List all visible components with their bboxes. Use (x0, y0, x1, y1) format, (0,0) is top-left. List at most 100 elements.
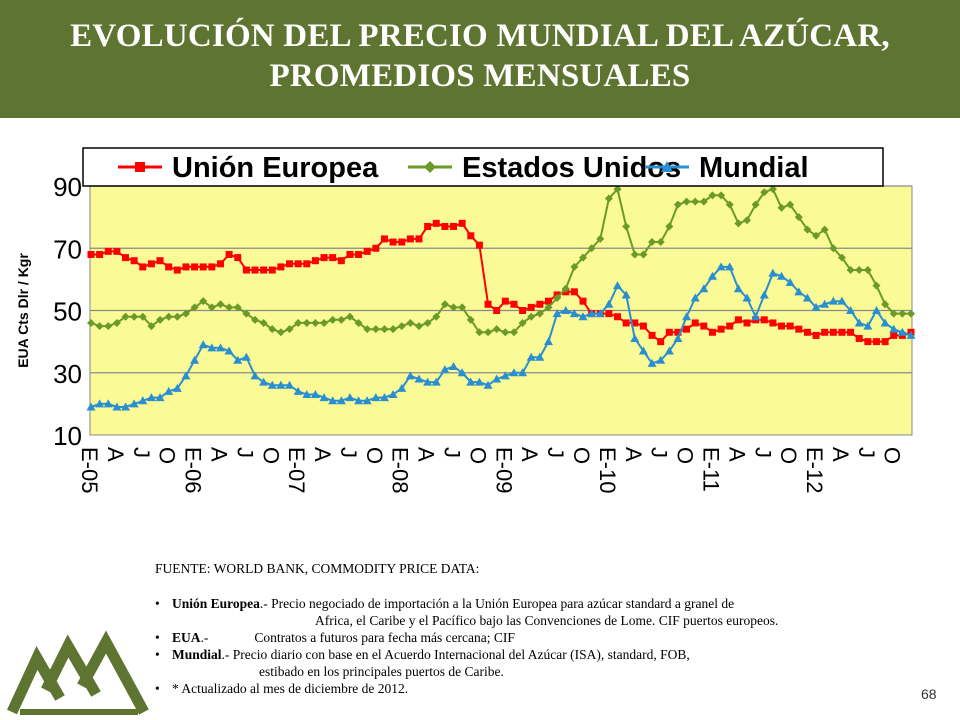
data-point (527, 303, 535, 311)
data-point (165, 263, 173, 271)
data-point (103, 399, 113, 408)
data-point (182, 263, 190, 271)
data-point (648, 331, 656, 339)
data-point (328, 396, 338, 405)
data-point (543, 337, 553, 346)
legend-marker (661, 161, 673, 172)
data-point (725, 262, 735, 271)
note-ue-text: .- Precio negociado de importación a la … (259, 596, 735, 611)
bullet-icon: • (155, 647, 160, 662)
data-point (493, 307, 501, 314)
data-point (872, 338, 880, 346)
data-point (139, 263, 147, 271)
data-point (345, 393, 355, 402)
data-point (622, 222, 631, 231)
data-point (897, 327, 907, 336)
data-point (717, 325, 725, 333)
data-point (259, 377, 269, 386)
data-point (535, 352, 545, 361)
data-point (846, 306, 856, 314)
data-point (406, 235, 414, 243)
data-point (294, 318, 303, 327)
data-point (570, 288, 578, 296)
data-point (561, 284, 570, 293)
title-line-2: PROMEDIOS MENSUALES (269, 58, 691, 94)
data-point (311, 318, 320, 327)
data-point (310, 390, 320, 399)
data-point (113, 247, 121, 255)
bullet-icon: • (155, 681, 160, 696)
data-point (794, 213, 803, 222)
data-point (708, 191, 717, 200)
x-tick-label: J (543, 447, 568, 458)
data-point (526, 352, 536, 361)
data-point (665, 222, 674, 231)
data-point (190, 355, 200, 364)
data-point (95, 399, 105, 408)
data-point (518, 368, 528, 377)
data-point (674, 328, 682, 336)
data-point (794, 287, 804, 296)
data-point (242, 266, 250, 274)
data-point (155, 393, 165, 402)
x-tick-label: E-07 (284, 447, 309, 493)
data-point (622, 319, 630, 327)
y-tick-label: 90 (53, 172, 82, 202)
data-point (199, 263, 207, 271)
data-point (751, 312, 761, 321)
data-point (596, 234, 605, 243)
data-point (276, 328, 285, 337)
note-eua: • EUA.- Contratos a futuros para fecha má… (155, 629, 938, 646)
data-point (474, 377, 484, 386)
data-point (190, 303, 199, 312)
x-tick-label: O (673, 447, 698, 464)
data-point (466, 315, 475, 324)
data-point (371, 393, 381, 402)
data-point (337, 257, 345, 265)
x-tick-label: J (854, 447, 879, 458)
x-tick-label: A (621, 447, 646, 462)
data-point (319, 393, 329, 402)
data-point (820, 299, 830, 308)
note-mundial: • Mundial.- Precio diario con base en el… (155, 646, 938, 663)
data-point (363, 325, 372, 334)
data-point (509, 368, 519, 377)
data-point (639, 250, 648, 259)
data-point (906, 330, 916, 339)
data-point (777, 271, 787, 280)
data-point (164, 312, 173, 321)
note-eua-text: Contratos a futuros para fecha más cerca… (254, 630, 515, 645)
data-point (415, 322, 423, 331)
data-point (501, 328, 510, 337)
data-point (173, 266, 181, 274)
data-point (510, 300, 518, 308)
data-point (191, 263, 199, 271)
data-point (484, 300, 492, 308)
note-eua-sep: .- (200, 630, 209, 645)
data-point (492, 325, 501, 334)
data-point (466, 377, 476, 386)
data-point (630, 250, 639, 259)
data-point (198, 340, 208, 349)
x-tick-label: O (880, 447, 905, 464)
x-tick-label: E-06 (181, 447, 206, 493)
x-tick-label: J (129, 447, 154, 458)
data-point (812, 231, 821, 240)
x-tick-label: J (647, 447, 672, 458)
data-point (172, 383, 182, 392)
data-point (700, 322, 708, 330)
data-point (519, 307, 527, 314)
data-point (130, 312, 139, 321)
data-point (303, 260, 311, 268)
data-point (716, 262, 726, 271)
data-point (699, 284, 709, 293)
note-ue-continuation: Africa, el Caribe y el Pacífico bajo las… (315, 613, 779, 628)
data-point (492, 374, 502, 383)
x-tick-label: J (232, 447, 257, 458)
data-point (872, 281, 881, 290)
data-point (613, 185, 622, 194)
data-point (786, 322, 794, 330)
data-point (87, 318, 95, 327)
y-tick-label: 30 (53, 359, 82, 389)
data-point (820, 225, 829, 234)
